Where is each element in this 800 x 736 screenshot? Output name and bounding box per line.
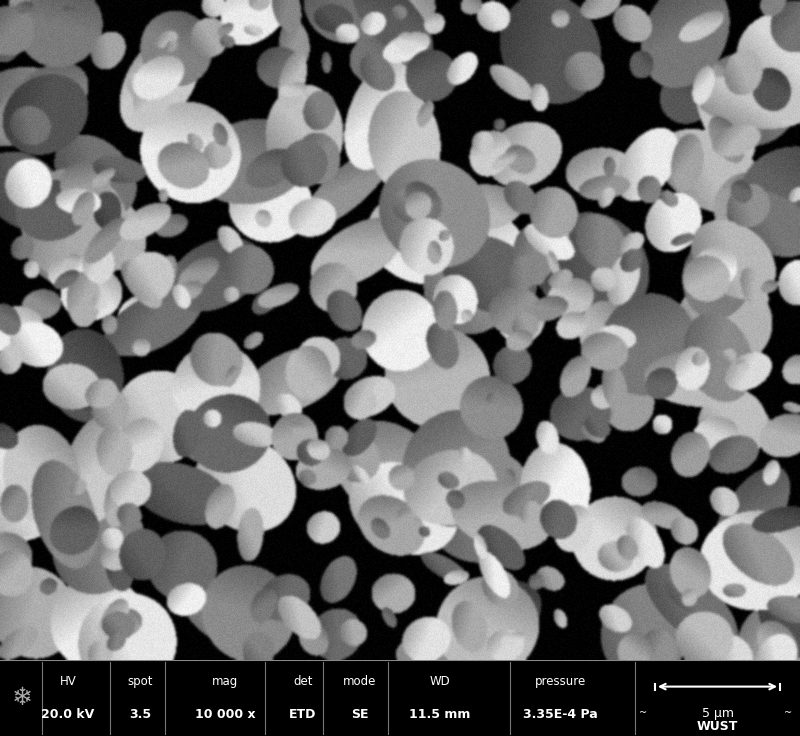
Text: 11.5 mm: 11.5 mm (410, 708, 470, 721)
Text: det: det (294, 675, 313, 687)
Text: ~: ~ (784, 708, 792, 718)
Text: ETD: ETD (290, 708, 317, 721)
Text: ❄: ❄ (11, 686, 33, 710)
Text: ~: ~ (639, 708, 647, 718)
Text: 3.35E-4 Pa: 3.35E-4 Pa (522, 708, 598, 721)
Text: pressure: pressure (534, 675, 586, 687)
Text: spot: spot (127, 675, 153, 687)
Text: mode: mode (343, 675, 377, 687)
Text: HV: HV (60, 675, 76, 687)
Text: mag: mag (212, 675, 238, 687)
Text: SE: SE (351, 708, 369, 721)
Text: 5 μm: 5 μm (702, 707, 734, 720)
Text: 3.5: 3.5 (129, 708, 151, 721)
Text: WD: WD (430, 675, 450, 687)
Text: 10 000 x: 10 000 x (194, 708, 255, 721)
Text: 20.0 kV: 20.0 kV (42, 708, 94, 721)
Text: WUST: WUST (697, 721, 738, 733)
